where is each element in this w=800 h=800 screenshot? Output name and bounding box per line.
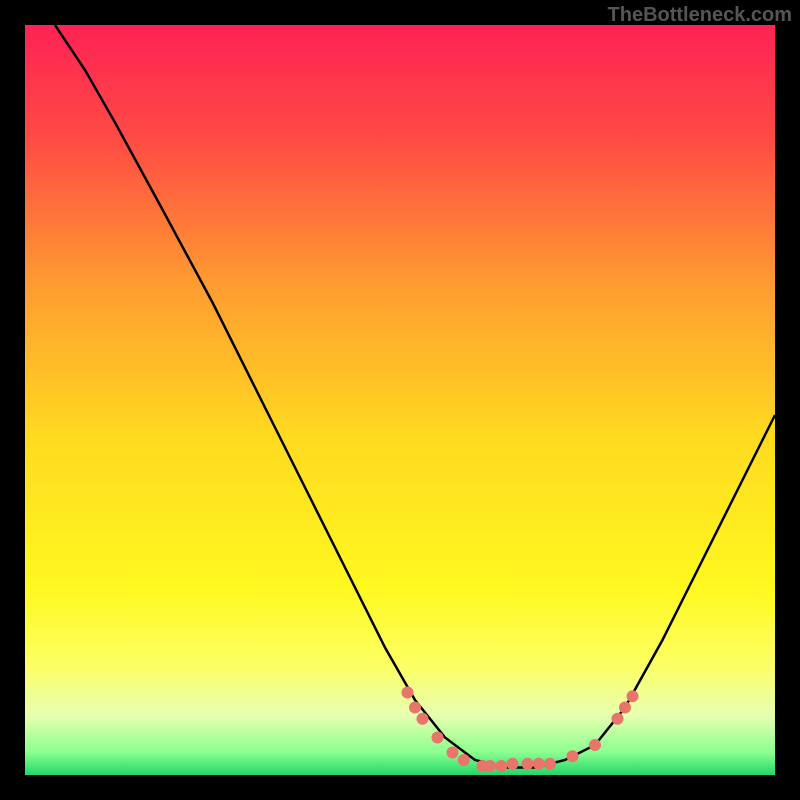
data-marker [522, 758, 534, 770]
chart-svg [25, 25, 775, 775]
data-marker [619, 702, 631, 714]
watermark-text: TheBottleneck.com [608, 4, 792, 27]
data-marker [417, 713, 429, 725]
data-marker [495, 760, 507, 772]
data-marker [432, 732, 444, 744]
data-marker [589, 739, 601, 751]
data-marker [402, 687, 414, 699]
data-marker [507, 758, 519, 770]
data-marker [627, 690, 639, 702]
data-marker [458, 754, 470, 766]
gradient-background [25, 25, 775, 775]
data-marker [409, 702, 421, 714]
data-marker [567, 750, 579, 762]
data-marker [544, 758, 556, 770]
data-marker [612, 713, 624, 725]
data-marker [447, 747, 459, 759]
data-marker [484, 760, 496, 772]
data-marker [533, 758, 545, 770]
chart-plot-area [25, 25, 775, 775]
